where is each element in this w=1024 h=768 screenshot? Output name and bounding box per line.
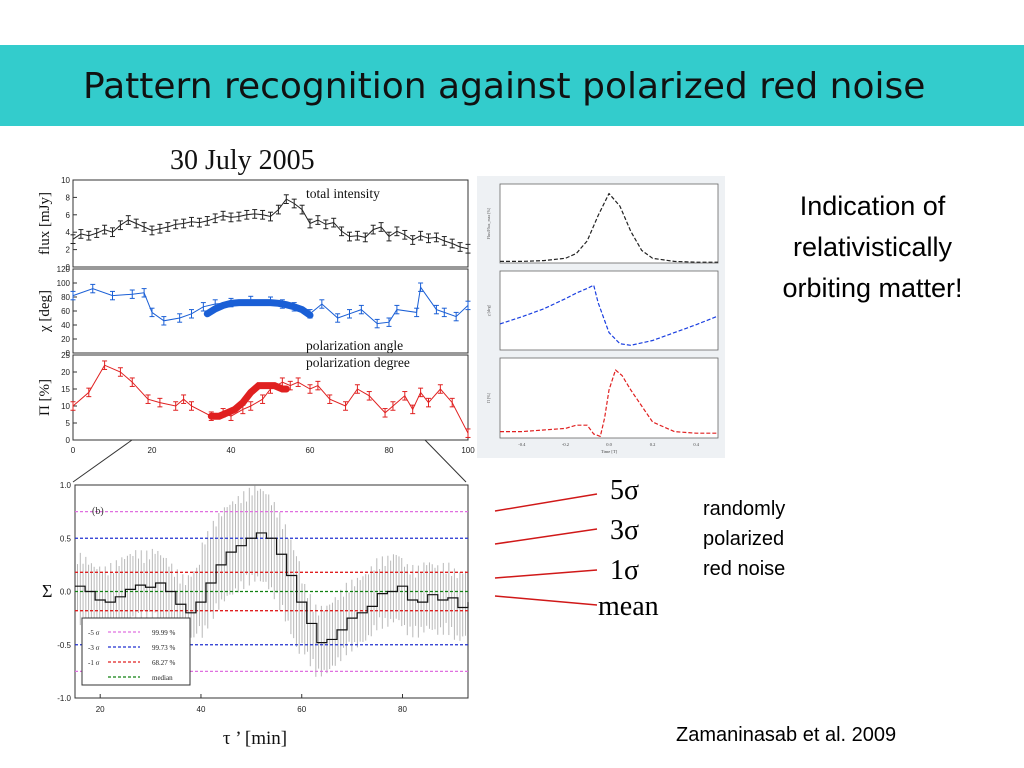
sigma-xtick-label: 40 xyxy=(197,705,206,714)
model-pi-curve xyxy=(500,369,718,437)
model-chi-curve xyxy=(499,284,719,346)
flux-series-line xyxy=(72,198,469,250)
sigma-ytick-label: 0.0 xyxy=(60,588,72,597)
leader-mean xyxy=(494,595,598,606)
model-flux-ylabel: Flux/Flux_max [%] xyxy=(486,207,491,239)
pi-ytick-label: 5 xyxy=(66,419,71,428)
leader-3sigma xyxy=(494,528,598,545)
obs-xtick-label: 60 xyxy=(306,446,315,455)
model-xtick-label: -0.2 xyxy=(562,442,569,447)
sigma-xlabel: τ ’ [min] xyxy=(223,728,287,749)
model-xtick-label: -0.4 xyxy=(518,442,526,447)
sigma-xtick-label: 20 xyxy=(96,705,105,714)
label-5sigma: 5σ xyxy=(610,475,640,506)
pi-panel-frame xyxy=(72,354,469,441)
label-3sigma: 3σ xyxy=(610,515,640,546)
chi-ytick-label: 80 xyxy=(61,293,70,302)
pi-ytick-label: 15 xyxy=(61,385,70,394)
model-chi-frame xyxy=(499,270,719,351)
legend-label: -1 σ xyxy=(88,659,100,667)
model-flux-frame xyxy=(499,183,719,264)
sigma-ytick-label: 1.0 xyxy=(60,481,72,490)
pi-highlight-segment xyxy=(207,382,290,420)
pi-ytick-label: 25 xyxy=(61,351,70,360)
flux-ytick-label: 10 xyxy=(61,176,70,185)
chi-highlight-segment xyxy=(203,299,314,319)
legend-label: -3 σ xyxy=(88,644,100,652)
obs-xtick-label: 40 xyxy=(227,446,236,455)
flux-ytick-label: 2 xyxy=(66,246,71,255)
label-mean: mean xyxy=(598,591,659,622)
model-xlabel: Time [T] xyxy=(601,449,618,454)
legend-label: -5 σ xyxy=(88,629,100,637)
legend-value: 99.99 % xyxy=(152,629,176,637)
chi-ytick-label: 60 xyxy=(61,307,70,316)
flux-ytick-label: 8 xyxy=(66,193,71,202)
model-pi-ylabel: Π [%] xyxy=(486,392,491,403)
citation: Zamaninasab et al. 2009 xyxy=(676,724,897,746)
obs-xtick-label: 20 xyxy=(148,446,157,455)
pi-ylabel: Π [%] xyxy=(37,379,53,416)
chi-ytick-label: 120 xyxy=(57,265,71,274)
pi-annotation: polarization degree xyxy=(306,355,410,370)
obs-xtick-label: 100 xyxy=(461,446,475,455)
flux-panel-frame xyxy=(72,179,469,268)
model-chart: Flux/Flux_max [%] χ [deg] Π [%] -0.4 -0.2 0.0… xyxy=(477,176,725,458)
model-flux-curve xyxy=(500,192,718,263)
pi-ytick-label: 20 xyxy=(61,368,70,377)
sigma-ytick-label: -0.5 xyxy=(57,641,71,650)
chart-title: 30 July 2005 xyxy=(170,145,315,176)
sigma-ytick-label: 0.5 xyxy=(60,534,72,543)
sigma-ylabel: Σ xyxy=(42,581,52,601)
pi-ytick-label: 10 xyxy=(61,402,70,411)
flux-ylabel: flux [mJy] xyxy=(37,192,53,255)
model-xtick-label: 0.2 xyxy=(650,442,656,447)
flux-ytick-label: 0 xyxy=(66,263,71,272)
observation-chart: 30 July 2005 0 2 4 6 8 10 flux [mJy] total inte… xyxy=(37,145,475,455)
model-pi-frame xyxy=(499,357,719,439)
model-chi-ylabel: χ [deg] xyxy=(486,304,491,316)
sigma-series-line xyxy=(75,532,469,644)
chi-annotation: polarization angle xyxy=(306,338,403,353)
flux-ytick-label: 4 xyxy=(66,228,71,237)
chi-ytick-label: 20 xyxy=(61,335,70,344)
sigma-legend-box xyxy=(81,617,191,686)
model-xtick-label: 0.0 xyxy=(606,442,612,447)
sigma-ytick-label: -1.0 xyxy=(57,694,71,703)
chi-ytick-label: 0 xyxy=(66,349,71,358)
obs-xtick-label: 0 xyxy=(71,446,76,455)
title-bar xyxy=(0,45,1024,126)
sigma-xtick-label: 60 xyxy=(297,705,306,714)
sigma-panel-label: (b) xyxy=(92,506,104,517)
pi-ytick-label: 0 xyxy=(66,436,71,445)
flux-ytick-label: 6 xyxy=(66,211,71,220)
legend-value: 99.73 % xyxy=(152,644,176,652)
obs-xtick-label: 80 xyxy=(385,446,394,455)
pi-series-line xyxy=(72,364,469,434)
leader-1sigma xyxy=(494,569,598,579)
chi-ylabel: χ [deg] xyxy=(37,290,53,333)
model-xtick-label: 0.4 xyxy=(693,442,699,447)
sigma-xtick-label: 80 xyxy=(398,705,407,714)
slide-title: Pattern recognition against polarized re… xyxy=(83,66,926,107)
leader-5sigma xyxy=(494,493,598,512)
label-1sigma: 1σ xyxy=(610,555,640,586)
legend-value: median xyxy=(152,674,173,682)
legend-value: 68.27 % xyxy=(152,659,176,667)
flux-annotation: total intensity xyxy=(306,186,380,201)
indication-text: Indication of relativistically orbiting … xyxy=(782,191,963,303)
noise-text: randomly polarized red noise xyxy=(703,498,786,580)
chi-ytick-label: 40 xyxy=(61,321,70,330)
chi-ytick-label: 100 xyxy=(57,279,71,288)
sigma-chart: 1.0 0.5 0.0 -0.5 -1.0 20 40 60 80 (b) Στ ’ [min] -5… xyxy=(42,481,469,749)
